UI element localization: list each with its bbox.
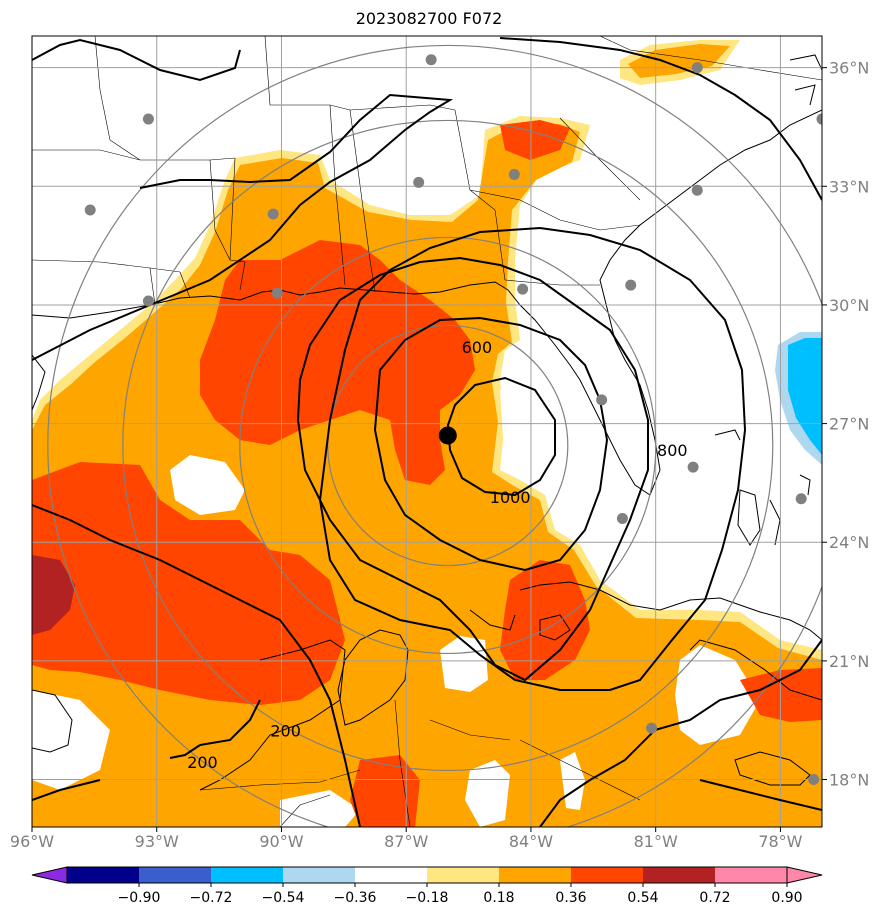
contour-200d [539,639,822,827]
station-dot [691,184,703,196]
colorbar-segment [139,867,211,883]
colorbar-label: 0.72 [699,890,730,906]
contour-200b [499,37,822,201]
lat-tick-label: 30°N [829,296,869,315]
station-dot [84,204,96,216]
contour-1000 [446,376,556,497]
station-dot [413,176,425,188]
colorbar-segment [355,867,427,883]
lat-tick-label: 24°N [829,533,869,552]
contour-lines [32,37,822,827]
contour-200e [32,38,241,82]
station-dot [795,493,807,505]
lon-tick-label: 93°W [135,832,179,851]
contour-200c [32,504,361,827]
contour-label: 800 [657,441,688,460]
lat-tick-label: 36°N [829,59,869,78]
colorbar-label: 0.18 [483,890,514,906]
shading-darkred [32,555,75,635]
colorbar-segment [427,867,499,883]
colorbar-label: −0.54 [262,890,305,906]
colorbar: −0.90 −0.72 −0.54 −0.36 −0.18 0.18 0.36 0.54 0.7… [31,866,823,906]
lat-tick-label: 18°N [829,771,869,790]
lat-tick-label: 33°N [829,177,869,196]
lon-tick-label: 90°W [259,832,303,851]
contour-label: 1000 [490,488,531,507]
contour-200f [199,699,261,746]
station-dot [625,279,637,291]
lon-tick-label: 96°W [10,832,54,851]
station-dot [616,513,628,525]
station-dot [646,722,658,734]
station-dot [425,54,437,66]
colorbar-segment [67,867,139,883]
range-ring [122,119,774,772]
colorbar-extend-low [31,866,68,884]
station-dot [271,287,283,299]
contour-200h [32,779,101,801]
lon-tick-label: 84°W [509,832,553,851]
shading-red [32,462,345,705]
station-dot [596,394,608,406]
contour-200i [699,779,822,811]
contour-label: 200 [187,753,218,772]
colorbar-label: −0.90 [118,890,161,906]
colorbar-segment [571,867,643,883]
contour-800 [373,316,609,572]
station-dot [142,113,154,125]
colorbar-label: −0.72 [190,890,233,906]
latitude-tick-labels: 36°N 33°N 30°N 27°N 24°N 21°N 18°N [822,59,869,790]
colorbar-segment [283,867,355,883]
colorbar-segment [643,867,715,883]
range-ring [239,236,657,655]
shading-red-east [740,668,822,722]
contour-200 [32,93,454,361]
station-dot [687,461,699,473]
station-dot [691,62,703,74]
shading-orange-top [628,44,730,78]
station-dot [808,774,820,786]
political-borders [32,36,822,827]
station-dot [517,283,529,295]
lon-tick-label: 81°W [634,832,678,851]
stations [84,54,822,786]
colorbar-label: −0.18 [406,890,449,906]
colorbar-segment [499,867,571,883]
colorbar-segment [211,867,283,883]
station-dot [508,168,520,180]
lat-tick-label: 21°N [829,652,869,671]
station-dot [816,113,822,125]
shading-blue [788,338,822,455]
station-dot [267,208,279,220]
colorbar-label: 0.36 [555,890,586,906]
shading-red-yucatan [350,755,420,827]
contour-200g [169,744,201,759]
lon-tick-label: 78°W [758,832,802,851]
map-title: 2023082700 F072 [355,9,503,28]
colorbar-label: 0.90 [771,890,802,906]
colorbar-extend-high [786,866,823,884]
range-ring [47,44,822,827]
lon-tick-label: 87°W [384,832,428,851]
plot-frame [31,35,823,828]
contour-600 [296,256,649,682]
colorbar-label: −0.36 [334,890,377,906]
station-dot [142,295,154,307]
contour-label: 200 [270,722,301,741]
colorbar-segment [715,867,787,883]
longitude-tick-labels: 96°W 93°W 90°W 87°W 84°W 81°W 78°W [10,827,803,851]
lat-tick-label: 27°N [829,415,869,434]
colorbar-label: 0.54 [627,890,658,906]
contour-400 [318,226,747,691]
contour-labels: 600 800 1000 200 200 [187,338,687,772]
shading-red-top [500,120,570,160]
shading-red-south [500,560,590,680]
contour-label: 600 [462,338,493,357]
storm-center-marker [438,426,457,445]
